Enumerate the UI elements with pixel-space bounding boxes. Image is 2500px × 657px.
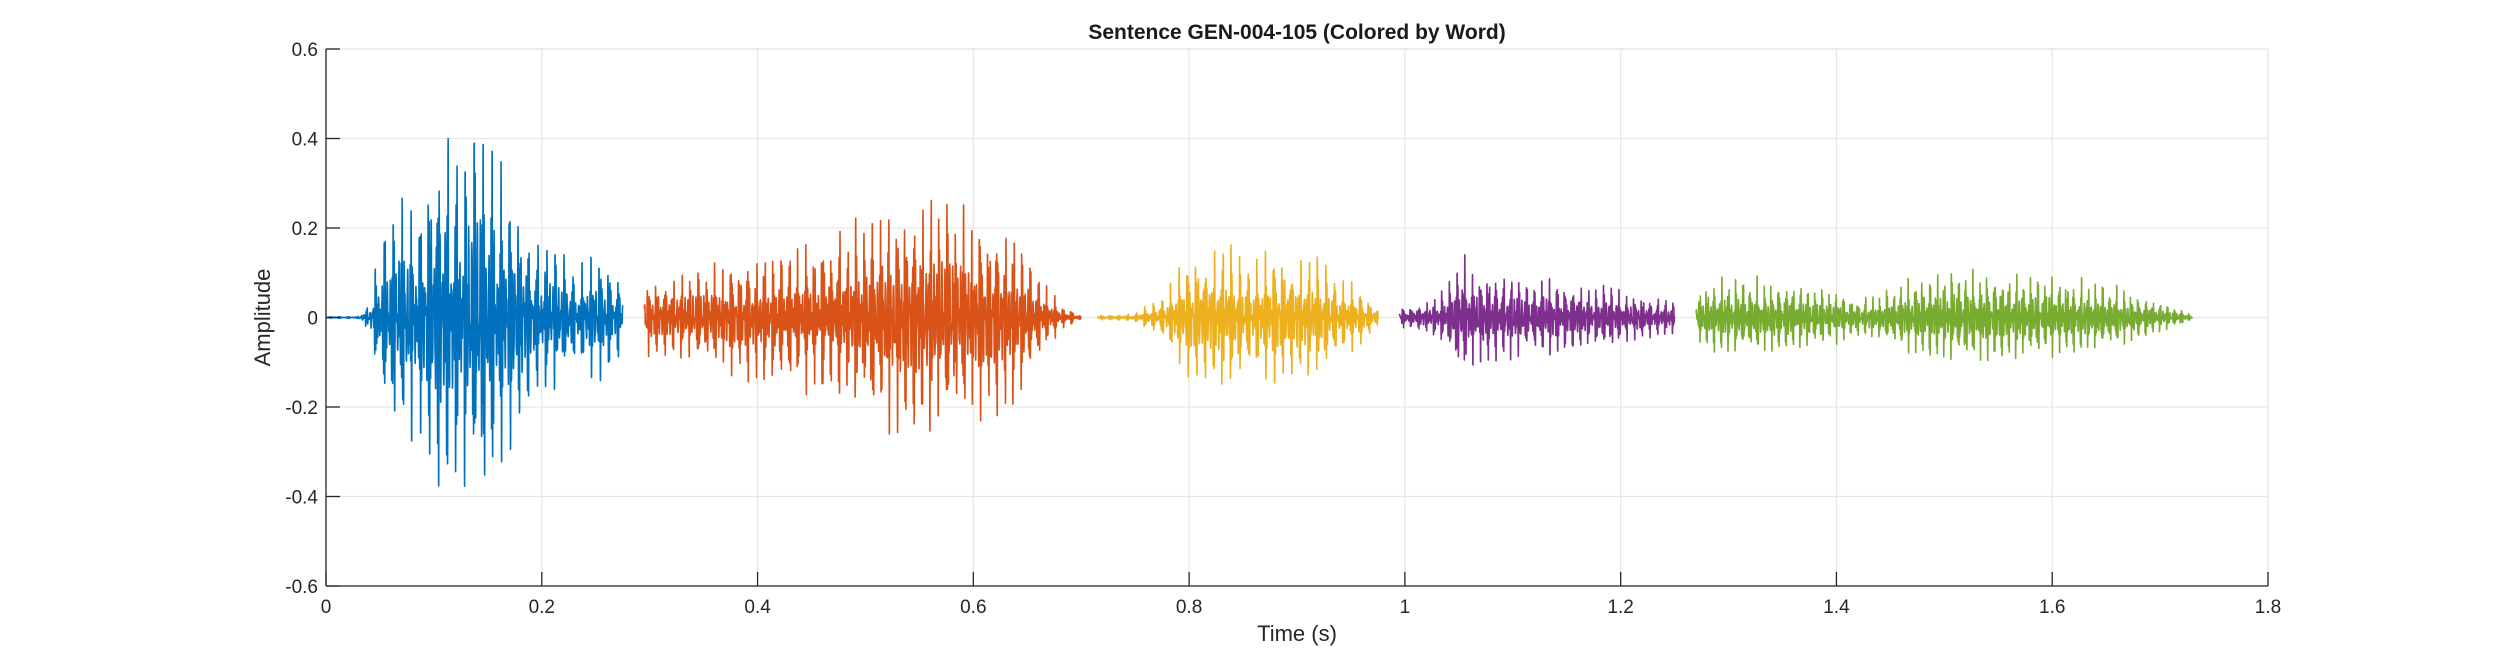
x-tick-label-7: 1.4 <box>1823 597 1850 618</box>
y-tick-label-2: -0.2 <box>285 398 318 419</box>
y-tick-label-6: 0.6 <box>292 40 318 61</box>
y-tick-label-1: -0.4 <box>285 488 318 509</box>
y-axis-label: Amplitude <box>250 269 275 367</box>
word-5-waveform <box>1695 268 2194 362</box>
x-tick-label-0: 0 <box>321 597 332 618</box>
y-tick-label-0: -0.6 <box>285 577 318 598</box>
chart-title: Sentence GEN-004-105 (Colored by Word) <box>1088 21 1505 44</box>
x-tick-label-3: 0.6 <box>960 597 986 618</box>
axis-layer: 0 0.2 0.4 0.6 0.8 1 1.2 1.4 1.6 1.8 -0.6 -0.4 -0.2 0 0… <box>285 40 2281 618</box>
x-tick-label-6: 1.2 <box>1607 597 1633 618</box>
x-tick-label-8: 1.6 <box>2039 597 2065 618</box>
y-tick-label-5: 0.4 <box>292 130 319 151</box>
x-tick-label-2: 0.4 <box>744 597 771 618</box>
y-tick-label-4: 0.2 <box>292 219 318 240</box>
word-4-waveform <box>1398 254 1676 366</box>
word-1-waveform <box>325 137 624 487</box>
word-2-waveform <box>643 199 1082 435</box>
x-tick-label-4: 0.8 <box>1176 597 1202 618</box>
x-tick-label-9: 1.8 <box>2255 597 2281 618</box>
x-tick-label-5: 1 <box>1400 597 1411 618</box>
x-tick-label-1: 0.2 <box>529 597 555 618</box>
word-3-waveform <box>1096 244 1379 385</box>
x-axis-label: Time (s) <box>1257 621 1337 646</box>
y-tick-label-3: 0 <box>307 309 318 330</box>
wave-layer <box>325 137 2194 487</box>
